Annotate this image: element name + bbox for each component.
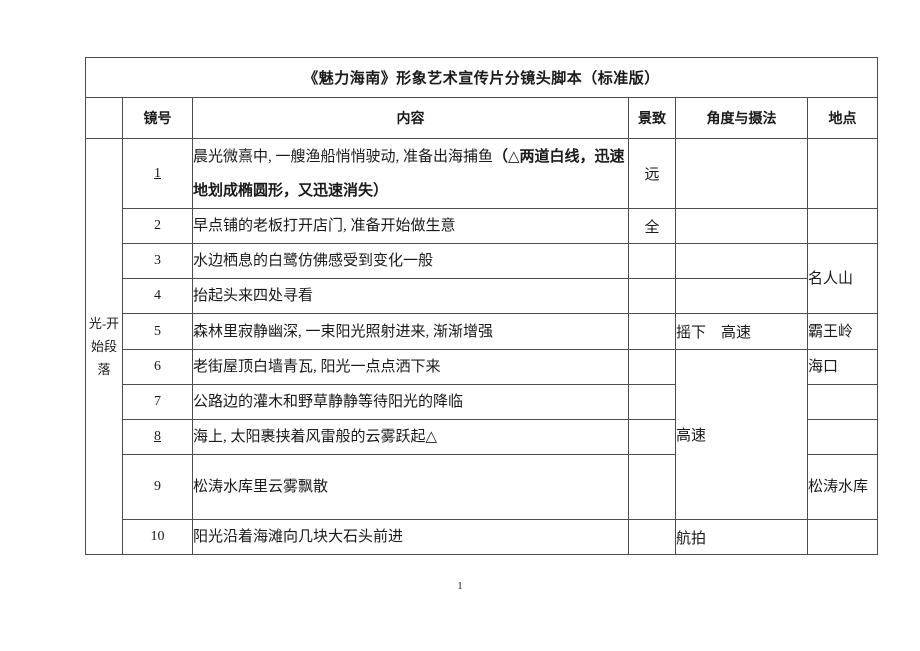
shot-content: 晨光微熹中, 一艘渔船悄悄驶动, 准备出海捕鱼（△两道白线，迅速地划成椭圆形，又… [192, 138, 629, 209]
shot-content-bold-note: （△两道白线，迅速地划成椭圆形，又迅速消失） [193, 148, 625, 199]
location-cell [806, 138, 879, 209]
shot-content: 早点铺的老板打开店门, 准备开始做生意 [192, 208, 629, 244]
table-row: 4 抬起头来四处寻看 [86, 278, 878, 314]
table-row: 9 松涛水库里云雾飘散 松涛水库 [86, 454, 879, 520]
page-number: 1 [457, 580, 463, 592]
col-header-scene: 景致 [628, 97, 676, 139]
section-label: 光-开 始段落 [85, 138, 123, 555]
shot-content: 阳光沿着海滩向几块大石头前进 [192, 519, 629, 555]
angle-cell [675, 243, 808, 279]
shot-number: 7 [122, 384, 193, 420]
shot-content: 公路边的灌木和野草静静等待阳光的降临 [192, 384, 629, 420]
scene-cell [628, 349, 676, 385]
scene-cell: 全 [628, 208, 676, 244]
col-header-angle-method: 角度与摄法 [675, 97, 808, 139]
scene-cell [628, 278, 676, 314]
angle-cell: 摇下 高速 [675, 313, 808, 350]
shot-number: 2 [122, 208, 193, 244]
table-row: 7 公路边的灌木和野草静静等待阳光的降临 [86, 384, 879, 420]
table-row: 3 水边栖息的白鹭仿佛感受到变化一般 名人山 [86, 243, 879, 314]
shot-content: 海上, 太阳裹挟着风雷般的云雾跃起△ [192, 419, 629, 455]
document-title: 《魅力海南》形象艺术宣传片分镜头脚本（标准版） [84, 57, 879, 98]
location-cell [806, 208, 879, 244]
scene-cell: 远 [628, 138, 676, 209]
table-row: 光-开 始段落 1 晨光微熹中, 一艘渔船悄悄驶动, 准备出海捕鱼（△两道白线，… [85, 138, 879, 555]
storyboard-table: 《魅力海南》形象艺术宣传片分镜头脚本（标准版） 镜号 内容 景致 角度与摄法 地… [84, 57, 879, 555]
angle-cell [675, 208, 808, 244]
location-cell: 霸王岭 [806, 313, 879, 350]
table-row: 5 森林里寂静幽深, 一束阳光照射进来, 渐渐增强 摇下 高速 霸王岭 [86, 313, 879, 350]
scene-cell [628, 313, 676, 350]
shot-content: 森林里寂静幽深, 一束阳光照射进来, 渐渐增强 [192, 313, 629, 350]
shot-number: 1 [122, 138, 193, 209]
scene-cell [628, 419, 676, 455]
scene-cell [628, 519, 676, 555]
table-row: 6 老街屋顶白墙青瓦, 阳光一点点洒下来 高速 海口 [86, 349, 879, 520]
scene-cell [628, 243, 676, 279]
shot-number: 8 [122, 419, 193, 455]
shot-number: 6 [122, 349, 193, 385]
shot-content: 水边栖息的白鹭仿佛感受到变化一般 [192, 243, 629, 279]
col-header-location: 地点 [806, 97, 879, 139]
header-corner-cell [85, 97, 123, 139]
angle-cell [675, 278, 808, 314]
col-header-content: 内容 [192, 97, 629, 139]
shot-number: 10 [122, 519, 193, 555]
angle-cell: 高速 [675, 349, 808, 520]
shot-content-text: 晨光微熹中, 一艘渔船悄悄驶动, 准备出海捕鱼 [193, 148, 494, 165]
location-cell [806, 419, 879, 455]
shot-content: 抬起头来四处寻看 [192, 278, 629, 314]
angle-cell: 航拍 [675, 519, 808, 555]
location-cell: 名人山 [806, 243, 879, 314]
table-row: 2 早点铺的老板打开店门, 准备开始做生意 全 [86, 208, 879, 244]
table-row: 8 海上, 太阳裹挟着风雷般的云雾跃起△ [86, 419, 879, 455]
shot-content: 松涛水库里云雾飘散 [192, 454, 629, 520]
table-row: 10 阳光沿着海滩向几块大石头前进 航拍 [86, 519, 879, 555]
shot-number: 5 [122, 313, 193, 350]
col-header-shot-no: 镜号 [122, 97, 193, 139]
shot-content: 老街屋顶白墙青瓦, 阳光一点点洒下来 [192, 349, 629, 385]
location-cell [806, 519, 879, 555]
scene-cell [628, 384, 676, 420]
angle-cell [675, 138, 808, 209]
location-cell: 海口 [806, 349, 879, 385]
location-cell: 松涛水库 [806, 454, 879, 520]
location-cell [806, 384, 879, 420]
shot-number: 3 [122, 243, 193, 279]
shot-number: 4 [122, 278, 193, 314]
scene-cell [628, 454, 676, 520]
shot-number: 9 [122, 454, 193, 520]
